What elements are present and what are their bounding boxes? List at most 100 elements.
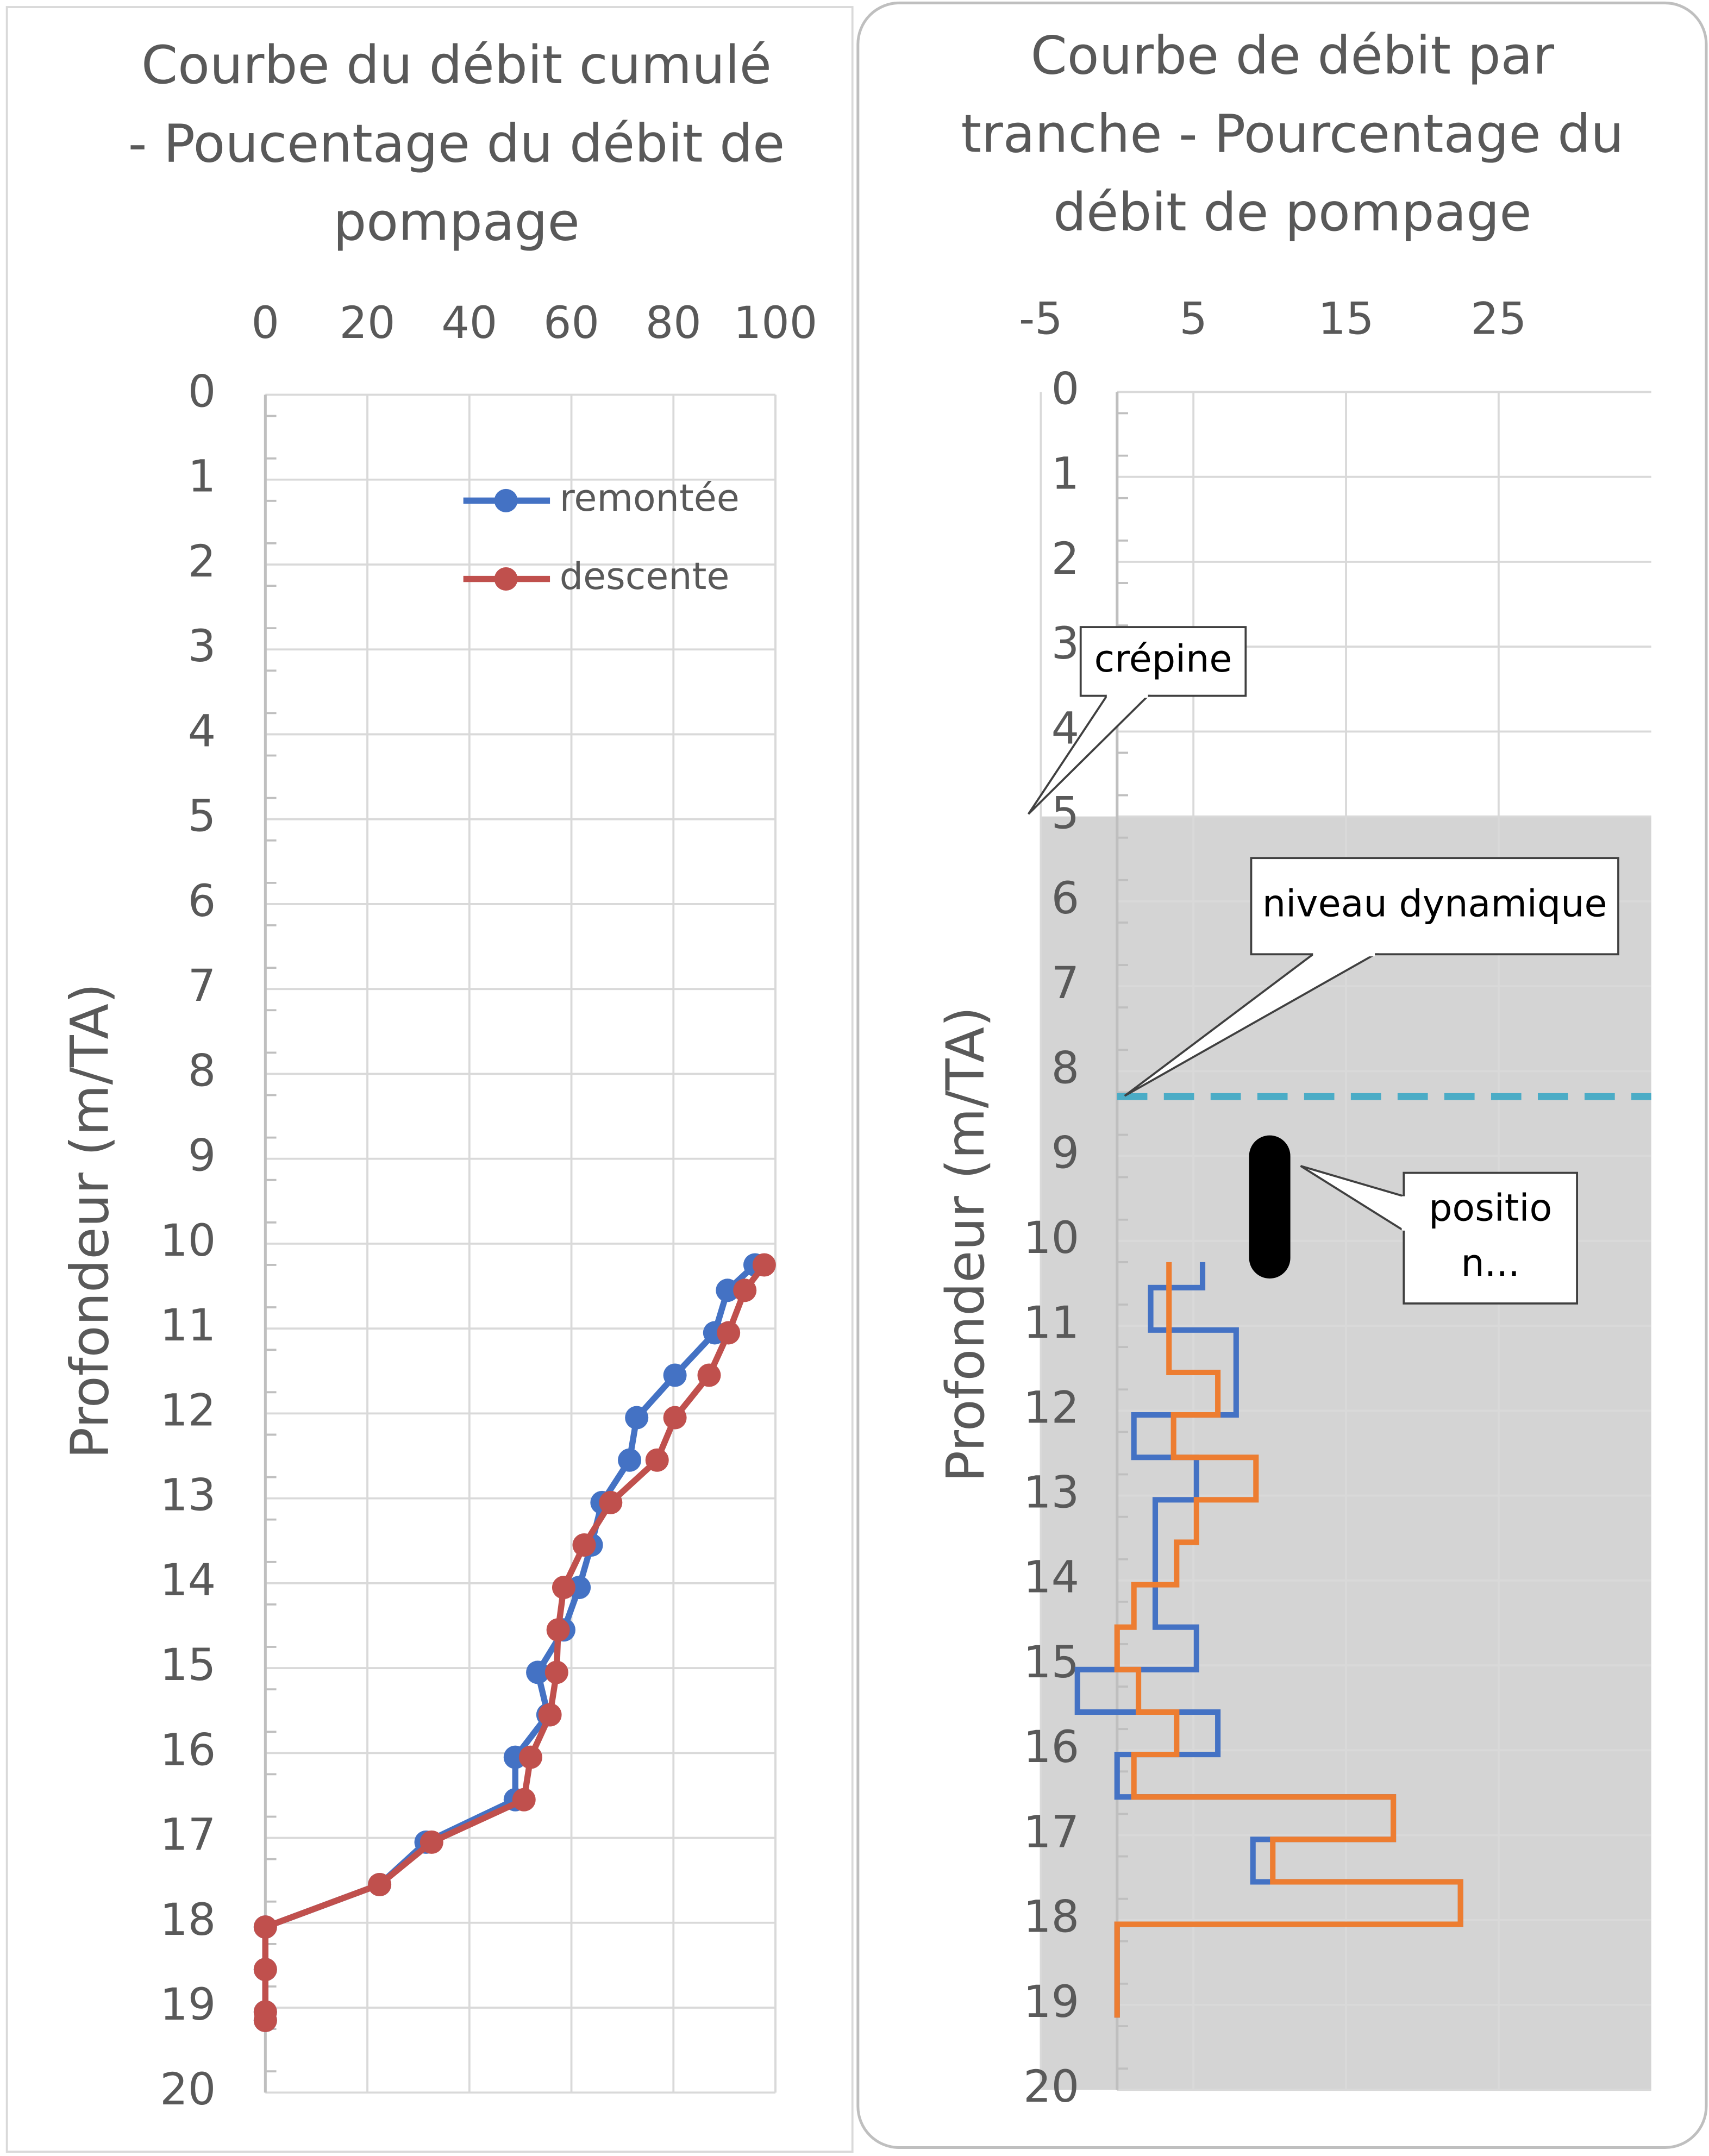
data-point [752,1253,776,1277]
data-point [733,1278,757,1302]
y-tick-label: 2 [188,536,216,587]
y-tick-label: 16 [160,1725,216,1776]
y-tick-label: 6 [188,876,216,927]
series-line [262,1263,767,2021]
data-point [716,1278,740,1302]
callout-box [1250,857,1619,956]
y-tick-label: 6 [1051,873,1080,924]
y-tick-label: 2 [1051,534,1080,585]
data-point [253,1958,277,1982]
data-point [420,1830,443,1854]
data-point [717,1321,741,1345]
y-tick-label: 7 [1051,958,1080,1009]
chart-title: tranche - Pourcentage du [961,104,1624,165]
data-point [618,1448,642,1472]
data-point [697,1363,721,1387]
x-tick-label: 40 [441,298,497,349]
data-point [544,1660,568,1684]
callout: positio n... [1300,1165,1579,1305]
legend-marker [494,488,518,512]
y-tick-label: 14 [1023,1552,1079,1603]
chart-title: pompage [333,192,580,253]
x-tick-label: -5 [1019,293,1063,344]
callout: crépine [1027,626,1247,815]
y-tick-label: 17 [160,1810,216,1861]
y-tick-label: 0 [188,366,216,417]
callout: niveau dynamique [1124,857,1619,1097]
data-point [368,1872,392,1896]
legend-marker [494,567,518,591]
right-frame [856,1,1708,2149]
y-tick-label: 17 [1023,1807,1079,1858]
step-line [1114,1262,1463,2018]
callout-box [1079,626,1247,697]
y-tick-label: 18 [1023,1892,1079,1943]
y-tick-label: 20 [1023,2061,1079,2113]
y-tick-label: 3 [188,621,216,672]
data-point [546,1618,570,1642]
callout-pointer [1027,694,1151,815]
data-point [572,1533,596,1557]
y-tick-label: 12 [160,1385,216,1436]
callout-text: positio [1429,1187,1552,1230]
y-tick-label: 3 [1051,618,1080,669]
data-point [526,1660,550,1684]
data-point [512,1788,536,1812]
chart-title: Courbe de débit par [1031,26,1555,86]
data-point [663,1363,687,1387]
left-frame [5,6,854,2153]
legend-label: descente [560,555,730,598]
x-tick-label: 60 [543,298,599,349]
x-tick-label: 100 [734,298,818,349]
y-tick-label: 9 [1051,1128,1080,1179]
y-tick-label: 20 [160,2064,216,2115]
y-tick-label: 5 [1051,788,1080,839]
callout-text: niveau dynamique [1262,882,1607,925]
y-tick-label: 15 [160,1640,216,1691]
data-point [518,1745,542,1769]
data-point [599,1490,623,1514]
data-point [552,1576,575,1600]
chart-title: débit de pompage [1053,182,1531,243]
legend-label: remontée [560,477,740,520]
y-tick-label: 16 [1023,1722,1079,1773]
y-tick-label: 12 [1023,1382,1079,1433]
y-axis-label: Profondeur (m/TA) [59,983,120,1459]
step-line [1074,1262,1463,2018]
callout-text: crépine [1094,638,1232,681]
y-tick-label: 8 [188,1045,216,1096]
data-point [663,1406,687,1430]
y-tick-label: 13 [160,1470,216,1521]
y-tick-label: 1 [1051,449,1080,500]
y-tick-label: 7 [188,961,216,1012]
data-point [253,2008,277,2032]
x-tick-label: 15 [1318,293,1374,344]
y-tick-label: 1 [188,452,216,503]
chart-title: - Poucentage du débit de [128,113,785,174]
y-tick-label: 11 [160,1300,216,1351]
y-tick-label: 14 [160,1555,216,1606]
data-point [625,1406,649,1430]
y-tick-label: 0 [1051,363,1080,415]
y-tick-label: 9 [188,1131,216,1182]
x-tick-label: 20 [340,298,396,349]
y-tick-label: 8 [1051,1043,1080,1094]
y-axis-label: Profondeur (m/TA) [935,1007,996,1482]
callout-text: n... [1461,1242,1519,1285]
callout-box [1403,1171,1579,1305]
data-point [538,1703,562,1727]
x-tick-label: 25 [1470,293,1526,344]
y-tick-label: 10 [1023,1213,1079,1264]
x-tick-label: 80 [646,298,702,349]
x-tick-label: 0 [252,298,280,349]
y-tick-label: 15 [1023,1637,1079,1688]
data-point [645,1448,669,1472]
data-point [253,1915,277,1939]
chart-title: Courbe du débit cumulé [141,35,772,96]
y-tick-label: 13 [1023,1468,1079,1519]
y-tick-label: 19 [1023,1977,1079,2028]
y-tick-label: 19 [160,1979,216,2030]
y-tick-label: 11 [1023,1298,1079,1349]
y-tick-label: 18 [160,1895,216,1946]
